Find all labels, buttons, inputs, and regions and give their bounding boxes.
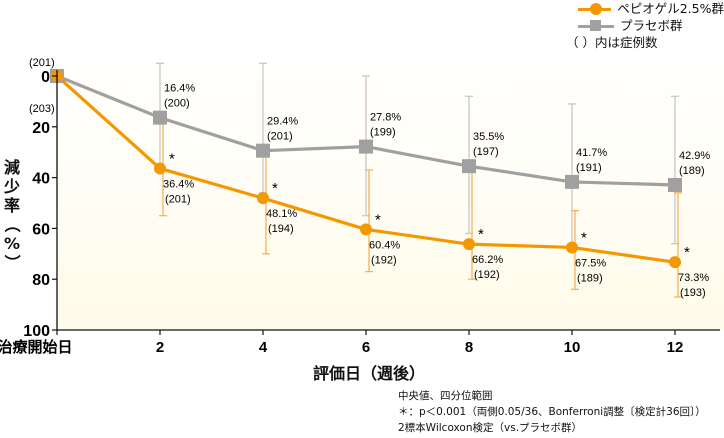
circle-marker [360,223,372,236]
n-label: (192) [371,254,397,266]
footnote-significance: ＊：p＜0.001（両側0.05/36、Bonferroni調整〔検定計36回〕… [398,406,706,418]
square-marker [462,159,476,174]
value-label: 27.8% [370,112,401,124]
square-marker [565,174,579,189]
value-label: 41.7% [576,147,607,159]
n-label: (191) [576,162,602,174]
plot-area [57,60,724,330]
footnote-median-iqr: 中央値、四分位範囲 [398,390,493,402]
n-label: (189) [577,272,603,284]
n-label: (193) [680,287,706,299]
y-tick-label: 100 [23,323,50,340]
value-label: 73.3% [678,272,709,284]
y-tick-label: 80 [32,272,50,289]
legend-note-text: （ ）内は症例数 [566,35,658,50]
legend-item-pepio: ペピオゲル2.5%群 [578,0,724,17]
x-tick-label: 10 [564,339,581,356]
significance-asterisk: * [581,229,587,246]
n-label: (194) [268,223,294,235]
legend-item-placebo: プラセボ群 [578,17,724,34]
n-label: (201) [165,193,191,205]
circle-marker [463,238,475,251]
circle-marker-icon [578,2,612,16]
value-label: 16.4% [164,83,195,95]
value-label: 48.1% [266,208,297,220]
value-label: 67.5% [575,257,606,269]
legend-note: （ ）内は症例数 [566,34,724,51]
significance-asterisk: * [169,150,175,167]
legend-label: プラセボ群 [620,18,683,33]
x-tick-label: 治療開始日 [0,338,73,356]
circle-marker [257,192,269,205]
significance-asterisk: * [375,211,381,228]
n-label: (197) [473,146,499,158]
x-tick-label: 6 [362,339,370,356]
n-label: (200) [164,98,190,110]
n-label: (201) [29,57,55,69]
footnotes: 中央値、四分位範囲 ＊：p＜0.001（両側0.05/36、Bonferroni… [398,388,706,436]
x-axis-title: 評価日（週後） [313,364,426,383]
y-title-char: % [3,234,21,253]
y-tick-label: 40 [32,171,50,188]
n-label: (192) [474,269,500,281]
square-marker-icon [578,19,614,33]
footnote-test: 2標本Wilcoxon検定（vs.プラセボ群） [398,422,583,434]
n-label: (199) [370,127,396,139]
square-marker [668,177,682,192]
y-tick-label: 20 [32,120,50,137]
data-labels: (201) (203) 16.4% (200) * 36.4% (201) 29.4% (201… [29,57,710,299]
y-title-char: 減 [3,158,20,177]
x-tick-label: 4 [259,339,268,356]
value-label: 29.4% [267,116,298,128]
circle-marker [154,162,166,175]
value-label: 35.5% [473,131,504,143]
x-tick-label: 12 [667,339,684,356]
square-marker [359,139,373,154]
y-axis-title: 減 少 率 （ % ） [2,158,22,272]
value-label: 36.4% [163,178,194,190]
legend-label: ペピオゲル2.5%群 [617,1,724,16]
legend: ペピオゲル2.5%群 プラセボ群 （ ）内は症例数 [566,0,724,51]
value-label: 66.2% [472,254,503,266]
square-marker [256,143,270,158]
value-label: 60.4% [369,239,400,251]
y-title-char: （ [2,216,22,233]
y-title-char: 率 [3,196,20,215]
significance-asterisk: * [684,244,690,261]
n-label: (203) [29,103,55,115]
y-title-char: 少 [3,177,20,196]
n-label: (189) [679,165,705,177]
significance-asterisk: * [272,180,278,197]
significance-asterisk: * [478,226,484,243]
x-tick-label: 2 [156,339,164,356]
square-marker [153,110,167,125]
x-tick-label: 8 [465,339,473,356]
y-tick-label: 60 [32,221,50,238]
circle-marker [566,241,578,254]
y-title-char: ） [2,254,22,271]
circle-marker [669,256,681,269]
value-label: 42.9% [679,150,710,162]
n-label: (201) [267,131,293,143]
y-tick-label: 0 [41,69,50,86]
